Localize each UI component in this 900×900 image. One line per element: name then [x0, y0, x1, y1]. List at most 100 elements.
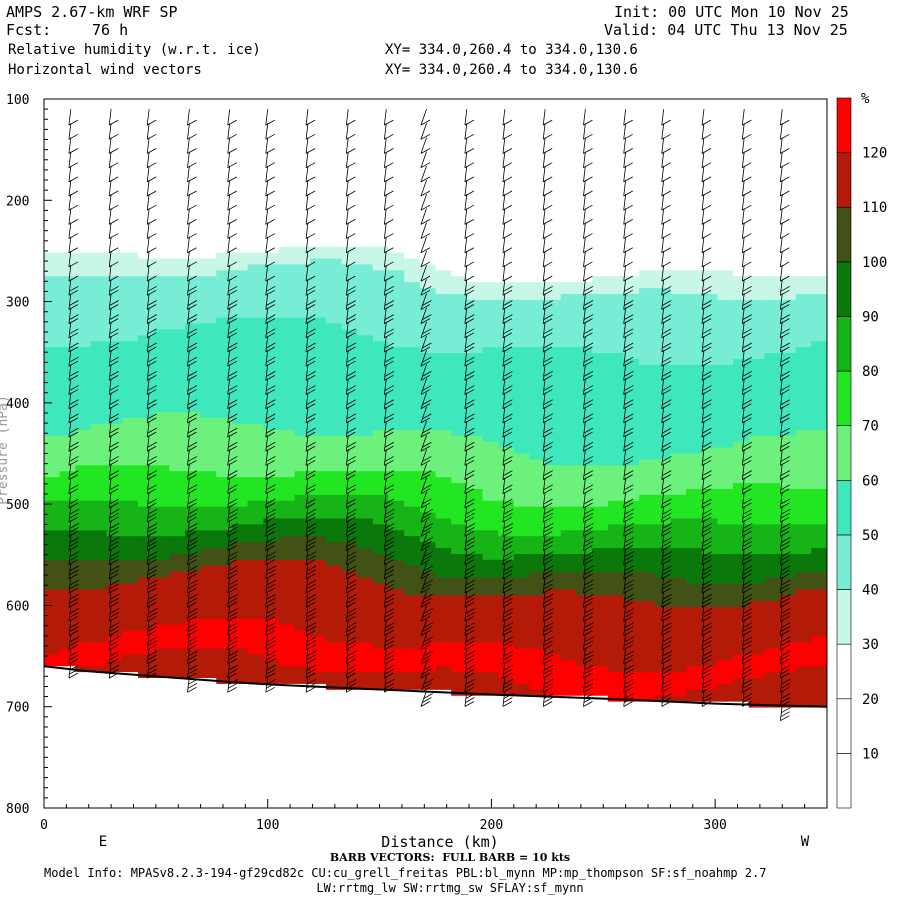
rh-cell	[733, 199, 750, 206]
rh-cell	[748, 152, 765, 159]
rh-cell	[200, 654, 217, 661]
rh-cell	[200, 412, 217, 419]
rh-cell	[310, 412, 327, 419]
rh-cell	[153, 282, 170, 289]
rh-cell	[780, 175, 797, 183]
rh-cell	[153, 347, 170, 354]
rh-cell	[419, 488, 437, 496]
rh-cell	[733, 347, 750, 354]
rh-cell	[639, 453, 656, 461]
rh-cell	[294, 240, 311, 248]
rh-cell	[122, 152, 139, 159]
rh-cell	[153, 299, 170, 307]
rh-cell	[75, 530, 92, 537]
rh-cell	[717, 99, 734, 106]
rh-cell	[106, 299, 123, 307]
rh-cell	[216, 488, 233, 496]
rh-cell	[75, 471, 92, 478]
rh-cell	[90, 618, 108, 626]
rh-cell	[513, 128, 531, 136]
rh-cell	[576, 530, 593, 537]
rh-cell	[780, 483, 797, 490]
rh-cell	[44, 683, 61, 691]
rh-cell	[670, 595, 687, 602]
rh-cell	[137, 459, 155, 466]
rh-cell	[106, 335, 123, 342]
rh-cell	[200, 175, 217, 183]
rh-cell	[153, 542, 170, 549]
rh-cell	[388, 565, 405, 573]
rh-cell	[200, 624, 217, 632]
rh-cell	[357, 559, 374, 567]
rh-cell	[576, 104, 593, 112]
rh-cell	[169, 252, 186, 260]
rh-cell	[498, 636, 515, 644]
rh-cell	[278, 624, 296, 632]
rh-cell	[388, 577, 405, 585]
rh-cell	[216, 666, 233, 673]
rh-cell	[780, 601, 797, 608]
rh-cell	[764, 252, 781, 260]
rh-cell	[263, 536, 280, 543]
rh-cell	[247, 447, 264, 455]
rh-cell	[200, 548, 217, 555]
rh-cell	[811, 583, 827, 590]
rh-cell	[560, 577, 578, 585]
rh-cell	[169, 459, 186, 466]
rh-cell	[341, 524, 358, 531]
rh-cell	[310, 548, 327, 555]
rh-cell	[137, 317, 155, 325]
rh-cell	[357, 270, 374, 277]
rh-cell	[404, 335, 421, 342]
rh-cell	[419, 311, 437, 319]
rh-cell	[701, 536, 718, 543]
rh-cell	[75, 187, 92, 195]
rh-cell	[247, 311, 264, 319]
rh-cell	[169, 146, 186, 153]
rh-cell	[811, 577, 827, 585]
rh-cell	[278, 317, 296, 325]
rh-cell	[341, 122, 358, 130]
rh-cell	[795, 447, 812, 455]
rh-cell	[216, 388, 233, 396]
rh-cell	[106, 654, 123, 661]
rh-cell	[404, 618, 421, 626]
rh-cell	[451, 293, 468, 301]
rh-cell	[498, 506, 515, 514]
rh-cell	[717, 418, 734, 425]
rh-cell	[122, 613, 139, 620]
rh-cell	[795, 299, 812, 307]
rh-cell	[357, 99, 374, 106]
rh-cell	[435, 618, 452, 626]
rh-cell	[106, 548, 123, 555]
rh-cell	[435, 335, 452, 342]
rh-cell	[607, 288, 625, 295]
rh-cell	[294, 305, 311, 313]
rh-cell	[184, 223, 202, 230]
rh-cell	[451, 477, 468, 484]
rh-cell	[231, 648, 249, 655]
rh-cell	[795, 163, 812, 171]
rh-cell	[294, 429, 311, 437]
rh-cell	[153, 122, 170, 130]
rh-cell	[357, 524, 374, 531]
rh-cell	[513, 163, 531, 171]
rh-cell	[592, 347, 609, 354]
rh-cell	[106, 376, 123, 384]
rh-cell	[404, 571, 421, 579]
rh-cell	[670, 447, 687, 455]
rh-cell	[44, 282, 61, 289]
rh-cell	[75, 211, 92, 218]
rh-cell	[278, 388, 296, 396]
rh-cell	[404, 223, 421, 230]
rh-cell	[545, 205, 562, 212]
rh-cell	[404, 187, 421, 195]
rh-cell	[733, 158, 750, 165]
rh-cell	[404, 276, 421, 283]
rh-cell	[811, 128, 827, 136]
rh-cell	[498, 654, 515, 661]
rh-cell	[795, 246, 812, 254]
rh-cell	[169, 624, 186, 632]
rh-cell	[294, 589, 311, 596]
rh-cell	[435, 323, 452, 331]
